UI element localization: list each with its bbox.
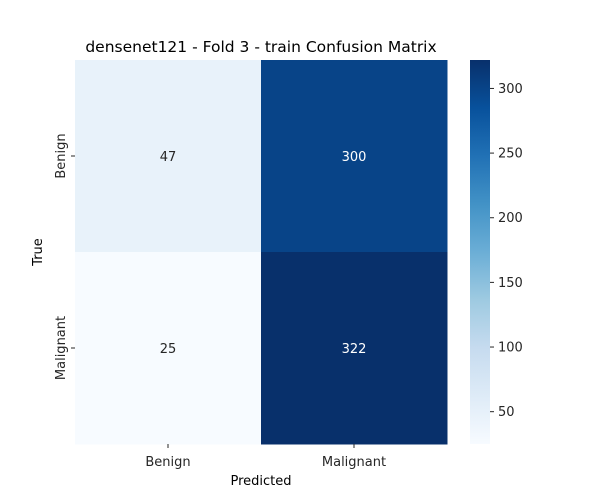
colorbar-ticks: 50 100 150 200 250 300 bbox=[490, 82, 523, 420]
colorbar-tick-label: 250 bbox=[498, 147, 523, 162]
cell-value-label: 322 bbox=[342, 342, 367, 357]
colorbar-tick-label: 200 bbox=[498, 211, 523, 226]
colorbar-tick-label: 150 bbox=[498, 276, 523, 291]
cell-value-label: 47 bbox=[160, 150, 177, 165]
y-tick-label: Malignant bbox=[54, 316, 69, 380]
chart-title: densenet121 - Fold 3 - train Confusion M… bbox=[85, 38, 436, 56]
colorbar-tick-label: 50 bbox=[498, 405, 515, 420]
cell-value-label: 25 bbox=[160, 342, 177, 357]
colorbar-tick-label: 300 bbox=[498, 82, 523, 97]
y-axis-label: True bbox=[31, 238, 46, 267]
heatmap-cell bbox=[261, 252, 448, 445]
y-axis-ticks: Benign Malignant bbox=[54, 133, 75, 380]
x-tick-label: Benign bbox=[145, 455, 190, 470]
x-axis-label: Predicted bbox=[230, 474, 291, 489]
colorbar bbox=[470, 60, 490, 444]
heatmap-cell bbox=[261, 60, 448, 253]
heatmap-cells: 47 300 25 322 bbox=[75, 60, 448, 445]
heatmap-cell bbox=[75, 252, 262, 445]
heatmap-cell bbox=[75, 60, 262, 253]
x-axis-ticks: Benign Malignant bbox=[145, 444, 386, 470]
x-tick-label: Malignant bbox=[322, 455, 386, 470]
cell-value-label: 300 bbox=[342, 150, 367, 165]
colorbar-tick-label: 100 bbox=[498, 341, 523, 356]
y-tick-label: Benign bbox=[54, 133, 69, 178]
